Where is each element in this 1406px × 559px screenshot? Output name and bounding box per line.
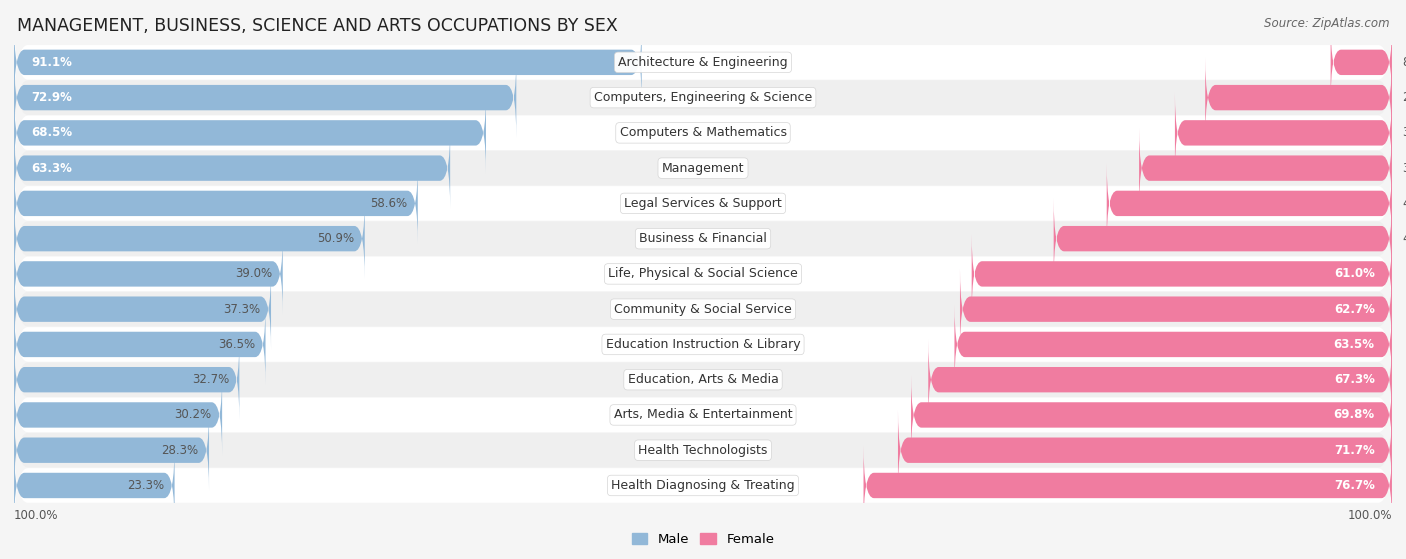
- FancyBboxPatch shape: [928, 339, 1392, 420]
- Text: Life, Physical & Social Science: Life, Physical & Social Science: [609, 267, 797, 281]
- FancyBboxPatch shape: [1205, 58, 1392, 138]
- FancyBboxPatch shape: [14, 362, 1392, 468]
- FancyBboxPatch shape: [14, 79, 1392, 186]
- FancyBboxPatch shape: [14, 221, 1392, 327]
- Text: MANAGEMENT, BUSINESS, SCIENCE AND ARTS OCCUPATIONS BY SEX: MANAGEMENT, BUSINESS, SCIENCE AND ARTS O…: [17, 17, 617, 35]
- FancyBboxPatch shape: [898, 410, 1392, 490]
- FancyBboxPatch shape: [14, 44, 1392, 151]
- Text: 36.5%: 36.5%: [218, 338, 254, 351]
- Text: 100.0%: 100.0%: [14, 509, 59, 522]
- FancyBboxPatch shape: [14, 150, 1392, 257]
- Text: 62.7%: 62.7%: [1334, 302, 1375, 316]
- Text: 30.2%: 30.2%: [174, 409, 212, 421]
- FancyBboxPatch shape: [14, 375, 222, 455]
- FancyBboxPatch shape: [1107, 163, 1392, 244]
- Text: Business & Financial: Business & Financial: [640, 232, 766, 245]
- Text: 31.5%: 31.5%: [1402, 126, 1406, 139]
- FancyBboxPatch shape: [1175, 93, 1392, 173]
- FancyBboxPatch shape: [14, 186, 1392, 292]
- Text: 49.1%: 49.1%: [1402, 232, 1406, 245]
- Text: 32.7%: 32.7%: [191, 373, 229, 386]
- Text: 39.0%: 39.0%: [235, 267, 273, 281]
- FancyBboxPatch shape: [14, 397, 1392, 504]
- FancyBboxPatch shape: [911, 375, 1392, 455]
- FancyBboxPatch shape: [14, 93, 486, 173]
- FancyBboxPatch shape: [955, 304, 1392, 385]
- FancyBboxPatch shape: [14, 198, 364, 279]
- FancyBboxPatch shape: [1139, 128, 1392, 209]
- Text: 100.0%: 100.0%: [1347, 509, 1392, 522]
- Text: 50.9%: 50.9%: [318, 232, 354, 245]
- Text: Architecture & Engineering: Architecture & Engineering: [619, 56, 787, 69]
- FancyBboxPatch shape: [972, 234, 1392, 314]
- Text: 63.3%: 63.3%: [31, 162, 72, 174]
- Text: 67.3%: 67.3%: [1334, 373, 1375, 386]
- FancyBboxPatch shape: [14, 256, 1392, 362]
- Text: 23.3%: 23.3%: [127, 479, 165, 492]
- Text: 63.5%: 63.5%: [1334, 338, 1375, 351]
- Text: 27.1%: 27.1%: [1402, 91, 1406, 104]
- FancyBboxPatch shape: [14, 446, 174, 525]
- Text: 36.7%: 36.7%: [1402, 162, 1406, 174]
- Text: Legal Services & Support: Legal Services & Support: [624, 197, 782, 210]
- Text: Health Diagnosing & Treating: Health Diagnosing & Treating: [612, 479, 794, 492]
- FancyBboxPatch shape: [14, 234, 283, 314]
- Text: 76.7%: 76.7%: [1334, 479, 1375, 492]
- Text: Source: ZipAtlas.com: Source: ZipAtlas.com: [1264, 17, 1389, 30]
- FancyBboxPatch shape: [14, 9, 1392, 116]
- Text: 37.3%: 37.3%: [224, 302, 260, 316]
- FancyBboxPatch shape: [1053, 198, 1392, 279]
- Text: 91.1%: 91.1%: [31, 56, 72, 69]
- Text: 58.6%: 58.6%: [370, 197, 408, 210]
- FancyBboxPatch shape: [863, 446, 1392, 525]
- Text: 72.9%: 72.9%: [31, 91, 72, 104]
- FancyBboxPatch shape: [14, 339, 239, 420]
- Text: Education, Arts & Media: Education, Arts & Media: [627, 373, 779, 386]
- FancyBboxPatch shape: [14, 128, 450, 209]
- Legend: Male, Female: Male, Female: [626, 528, 780, 552]
- FancyBboxPatch shape: [14, 269, 271, 349]
- Text: 68.5%: 68.5%: [31, 126, 72, 139]
- FancyBboxPatch shape: [14, 304, 266, 385]
- FancyBboxPatch shape: [960, 269, 1392, 349]
- Text: Community & Social Service: Community & Social Service: [614, 302, 792, 316]
- FancyBboxPatch shape: [14, 410, 209, 490]
- Text: 61.0%: 61.0%: [1334, 267, 1375, 281]
- FancyBboxPatch shape: [14, 58, 516, 138]
- Text: 28.3%: 28.3%: [162, 444, 198, 457]
- Text: Arts, Media & Entertainment: Arts, Media & Entertainment: [613, 409, 793, 421]
- Text: 8.9%: 8.9%: [1402, 56, 1406, 69]
- FancyBboxPatch shape: [14, 115, 1392, 221]
- Text: Health Technologists: Health Technologists: [638, 444, 768, 457]
- Text: 69.8%: 69.8%: [1334, 409, 1375, 421]
- Text: Education Instruction & Library: Education Instruction & Library: [606, 338, 800, 351]
- FancyBboxPatch shape: [14, 291, 1392, 397]
- Text: 71.7%: 71.7%: [1334, 444, 1375, 457]
- Text: Management: Management: [662, 162, 744, 174]
- Text: Computers, Engineering & Science: Computers, Engineering & Science: [593, 91, 813, 104]
- Text: Computers & Mathematics: Computers & Mathematics: [620, 126, 786, 139]
- FancyBboxPatch shape: [14, 326, 1392, 433]
- FancyBboxPatch shape: [14, 163, 418, 244]
- Text: 41.4%: 41.4%: [1402, 197, 1406, 210]
- FancyBboxPatch shape: [1330, 22, 1392, 102]
- FancyBboxPatch shape: [14, 432, 1392, 539]
- FancyBboxPatch shape: [14, 22, 641, 102]
